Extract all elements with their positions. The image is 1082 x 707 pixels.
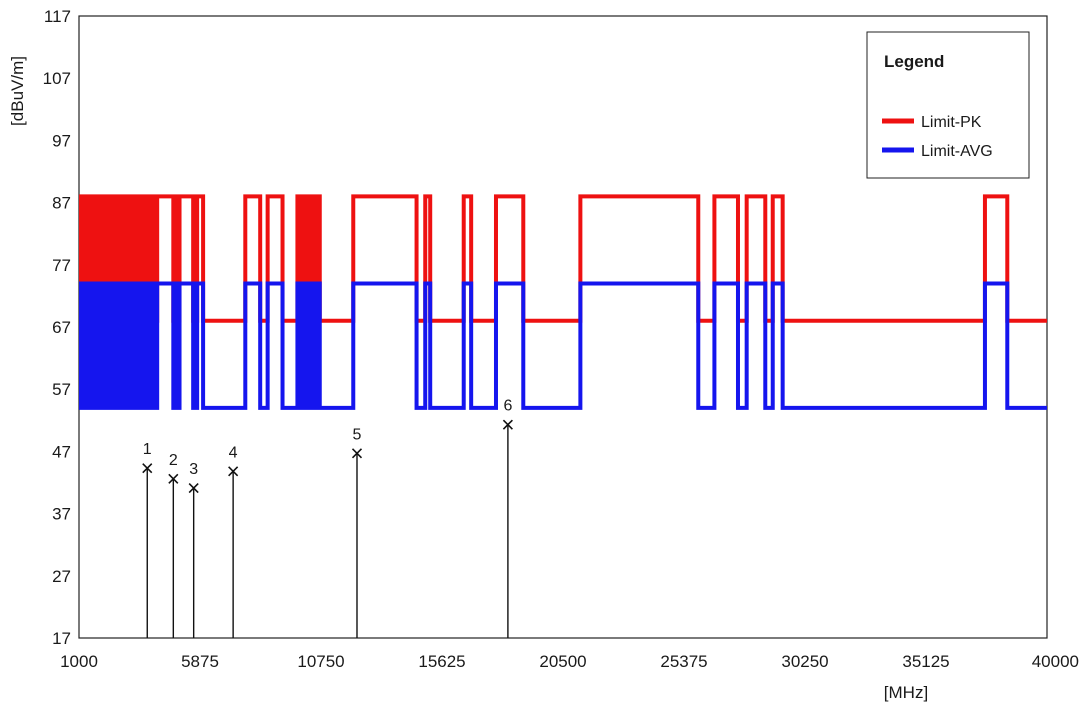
marker-1: 1 [142, 441, 153, 638]
marker-3: 3 [188, 461, 199, 638]
marker-label: 3 [189, 461, 198, 478]
legend-title: Legend [884, 52, 944, 71]
marker-5: 5 [351, 426, 363, 638]
marker-6: 6 [502, 398, 513, 638]
marker-label: 6 [503, 398, 512, 415]
marker-cross [351, 448, 363, 459]
y-tick-label: 87 [52, 194, 71, 213]
legend-box [866, 31, 1030, 179]
marker-2: 2 [168, 452, 179, 638]
marker-4: 4 [228, 444, 239, 638]
y-tick-label: 67 [52, 318, 71, 337]
marker-label: 1 [143, 441, 152, 458]
y-tick-label: 37 [52, 505, 71, 524]
marker-cross [142, 463, 153, 474]
y-axis-label: [dBuV/m] [8, 56, 27, 126]
marker-layer: 123 4 5 6 [142, 398, 513, 638]
series-line-limit-avg [79, 281, 1047, 410]
marker-cross [188, 483, 199, 494]
marker-label: 4 [229, 444, 238, 461]
x-axis-label: [MHz] [884, 683, 928, 702]
x-tick-label: 35125 [902, 652, 949, 671]
marker-cross [168, 473, 179, 484]
y-tick-label: 57 [52, 380, 71, 399]
marker-cross [502, 419, 513, 430]
y-tick-label: 27 [52, 567, 71, 586]
marker-cross [228, 466, 239, 477]
y-tick-label: 77 [52, 256, 71, 275]
x-axis-ticks: 1000 5875 10750 15625 20500 25375 30250 35125 40… [60, 652, 1079, 671]
y-axis-ticks: 17 27 37 47 57 67 77 87 97 107 117 [43, 7, 71, 648]
y-tick-label: 97 [52, 131, 71, 150]
legend-label-limit-pk: Limit-PK [921, 114, 982, 131]
x-tick-label: 10750 [297, 652, 344, 671]
x-tick-label: 15625 [418, 652, 465, 671]
y-tick-label: 117 [44, 7, 71, 26]
x-tick-label: 1000 [60, 652, 98, 671]
y-tick-label: 47 [52, 442, 71, 461]
x-tick-label: 40000 [1032, 652, 1079, 671]
legend: Legend Limit-PK Limit-AVG [866, 31, 1030, 179]
marker-label: 5 [353, 426, 362, 443]
series-layer [79, 194, 1047, 410]
x-tick-label: 5875 [181, 652, 219, 671]
legend-label-limit-avg: Limit-AVG [921, 143, 993, 160]
y-tick-label: 17 [52, 629, 71, 648]
x-tick-label: 25375 [660, 652, 707, 671]
y-tick-label: 107 [43, 69, 71, 88]
x-tick-label: 20500 [539, 652, 586, 671]
marker-label: 2 [169, 452, 178, 469]
x-tick-label: 30250 [781, 652, 828, 671]
